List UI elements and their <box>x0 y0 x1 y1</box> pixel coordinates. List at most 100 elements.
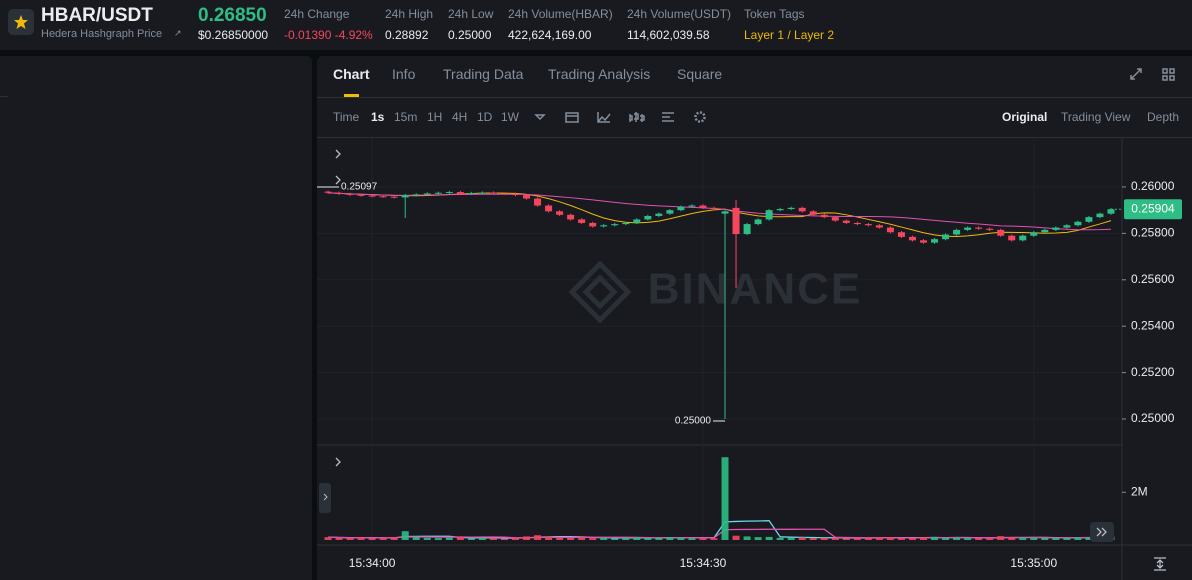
tab[interactable]: Trading Data <box>443 66 524 82</box>
y-tick-label: 0.25400 <box>1131 318 1175 332</box>
volume-bar <box>908 538 916 540</box>
tab[interactable]: Chart <box>333 66 370 82</box>
candle-body <box>567 214 575 220</box>
candle-body <box>710 207 718 210</box>
candle-body <box>412 194 420 196</box>
volume-bar <box>556 537 564 540</box>
volume-ma-line <box>328 520 1111 539</box>
stat-label: 24h High <box>385 7 434 21</box>
volume-bar <box>1041 538 1049 540</box>
candle-body <box>335 192 343 194</box>
y-tick-label: 2M <box>1131 484 1148 498</box>
toolbar-icon[interactable] <box>629 112 645 122</box>
candle-body <box>534 198 542 206</box>
volume-bar <box>390 537 398 540</box>
volume-bar <box>500 538 508 540</box>
tabs-divider <box>317 97 1192 98</box>
interval[interactable]: 15m <box>394 110 418 124</box>
volume-bar <box>809 538 817 540</box>
view-option[interactable]: Trading View <box>1061 110 1131 124</box>
volume-bar <box>346 538 354 540</box>
tab[interactable]: Square <box>677 66 723 82</box>
volume-bar <box>721 457 729 540</box>
volume-bar <box>787 537 795 540</box>
interval[interactable]: 1W <box>501 110 519 124</box>
candle-body <box>920 240 928 243</box>
candle-body <box>798 207 806 212</box>
volume-bar <box>489 538 497 540</box>
interval[interactable]: 1H <box>427 110 443 124</box>
x-tick-label: 15:35:00 <box>1010 556 1057 570</box>
candle-body <box>423 193 431 195</box>
ma-line <box>328 192 1111 231</box>
interval[interactable]: 4H <box>452 110 468 124</box>
volume-bar <box>1008 537 1016 540</box>
candle-body <box>908 236 916 241</box>
candle-body <box>655 213 663 216</box>
stat-label: 24h Low <box>448 7 494 21</box>
toolbar-icon[interactable] <box>597 112 611 123</box>
volume-bar <box>335 537 343 540</box>
candle-body <box>666 210 674 214</box>
toolbar-icon[interactable] <box>1162 68 1175 81</box>
volume-bar <box>445 537 453 540</box>
interval[interactable]: 1D <box>477 110 493 124</box>
toolbar-icon[interactable] <box>662 112 674 122</box>
candle-body <box>589 222 597 227</box>
stat-value[interactable]: Layer 1 / Layer 2 <box>744 28 835 42</box>
candle-body <box>964 227 972 230</box>
toolbar-icon[interactable] <box>534 114 546 121</box>
settings-icon[interactable] <box>694 111 706 123</box>
candle-body <box>787 207 795 210</box>
watermark-logo <box>568 260 632 324</box>
candle-body <box>578 219 586 223</box>
toolbar-icon[interactable] <box>1130 68 1142 80</box>
volume-bar <box>831 537 839 540</box>
volume-bar <box>942 537 950 540</box>
volume-bar <box>523 536 531 540</box>
symbol: HBAR/USDT <box>41 5 153 26</box>
volume-bar <box>423 537 431 540</box>
scroll-arrow <box>1096 527 1107 537</box>
coin-name[interactable]: Hedera Hashgraph Price <box>41 28 163 40</box>
tab[interactable]: Trading Analysis <box>548 66 651 82</box>
candle-body <box>478 192 486 194</box>
candle-body <box>1074 221 1082 226</box>
volume-bar <box>853 538 861 540</box>
watermark: BINANCE <box>648 265 862 314</box>
volume-bar <box>467 538 475 540</box>
volume-bar <box>732 535 740 540</box>
candle-body <box>346 193 354 195</box>
volume-bar <box>478 537 486 540</box>
volume-bar <box>920 537 928 540</box>
candle-body <box>699 205 707 208</box>
stat-label: 24h Volume(USDT) <box>627 7 732 21</box>
volume-bar <box>864 537 872 540</box>
candle-body <box>831 217 839 221</box>
view-option[interactable]: Depth <box>1147 110 1180 124</box>
fit-icon[interactable] <box>1154 557 1166 571</box>
collapse-arrow[interactable] <box>335 457 341 467</box>
volume-bar <box>567 537 575 540</box>
y-tick-label: 0.26000 <box>1131 179 1175 193</box>
volume-bar <box>820 537 828 540</box>
volume-bar <box>589 538 597 540</box>
low-mark-label: 0.25000 <box>675 416 712 427</box>
favorite-button[interactable] <box>8 9 34 35</box>
volume-bar <box>357 537 365 540</box>
y-tick-label: 0.25200 <box>1131 365 1175 379</box>
side-toggle[interactable] <box>319 483 331 513</box>
view-option[interactable]: Original <box>1002 110 1048 124</box>
tab[interactable]: Info <box>392 66 416 82</box>
interval[interactable]: 1s <box>371 110 385 124</box>
collapse-arrow[interactable] <box>335 149 341 159</box>
collapse-arrow[interactable] <box>335 175 341 185</box>
candle-body <box>622 222 630 225</box>
candle-body <box>556 211 564 215</box>
scroll-button[interactable] <box>1090 522 1114 542</box>
volume-bar <box>368 538 376 540</box>
volume-bar <box>534 535 542 540</box>
toolbar-icon[interactable] <box>565 112 579 123</box>
volume-bar <box>1030 537 1038 540</box>
